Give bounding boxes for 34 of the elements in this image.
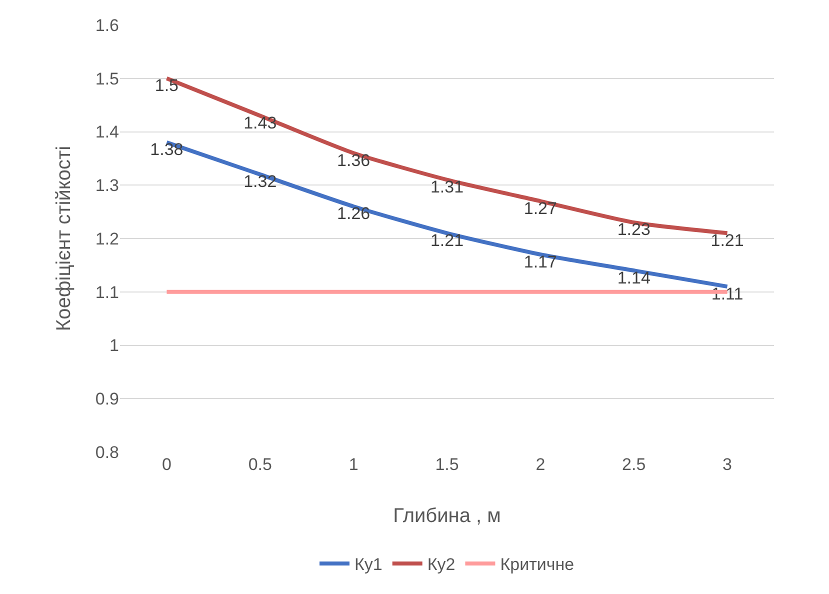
data-label: 1.17 — [524, 252, 557, 272]
data-label: 1.5 — [154, 76, 179, 96]
legend-label: Критичне — [500, 555, 574, 574]
y-tick-label: 1.4 — [95, 122, 119, 142]
y-tick-label: 1 — [110, 336, 119, 356]
data-label: 1.14 — [617, 268, 650, 288]
x-tick-label: 1 — [348, 455, 358, 474]
data-label: 1.43 — [244, 113, 277, 132]
x-axis-title: Глибина , м — [393, 505, 501, 527]
x-tick-label: 2.5 — [622, 455, 646, 474]
x-tick-label: 3 — [722, 455, 732, 474]
x-tick-label: 1.5 — [435, 455, 459, 474]
legend-label: Ку1 — [354, 555, 382, 574]
x-tick-label: 0.5 — [248, 455, 272, 474]
y-tick-label: 1.1 — [95, 282, 119, 302]
data-label: 1.26 — [337, 204, 370, 224]
data-label: 1.36 — [337, 150, 370, 170]
data-label: 1.21 — [710, 230, 744, 250]
y-axis-title: Коефіцієнт стійкості — [53, 146, 75, 332]
y-tick-label: 0.9 — [95, 390, 119, 409]
data-label: 1.38 — [150, 140, 184, 160]
y-tick-label: 1.5 — [95, 69, 119, 88]
x-tick-label: 0 — [162, 455, 172, 474]
data-label: 1.32 — [244, 172, 277, 192]
y-tick-label: 0.8 — [95, 442, 119, 462]
y-tick-label: 1.3 — [95, 176, 119, 196]
data-label: 1.23 — [617, 220, 650, 240]
data-label: 1.21 — [430, 230, 464, 250]
legend-label: Ку2 — [427, 555, 456, 574]
y-tick-label: 1.6 — [95, 16, 119, 35]
data-label: 1.31 — [430, 178, 464, 197]
x-tick-label: 2 — [536, 455, 546, 474]
y-tick-label: 1.2 — [95, 229, 119, 248]
data-label: 1.27 — [524, 198, 557, 218]
